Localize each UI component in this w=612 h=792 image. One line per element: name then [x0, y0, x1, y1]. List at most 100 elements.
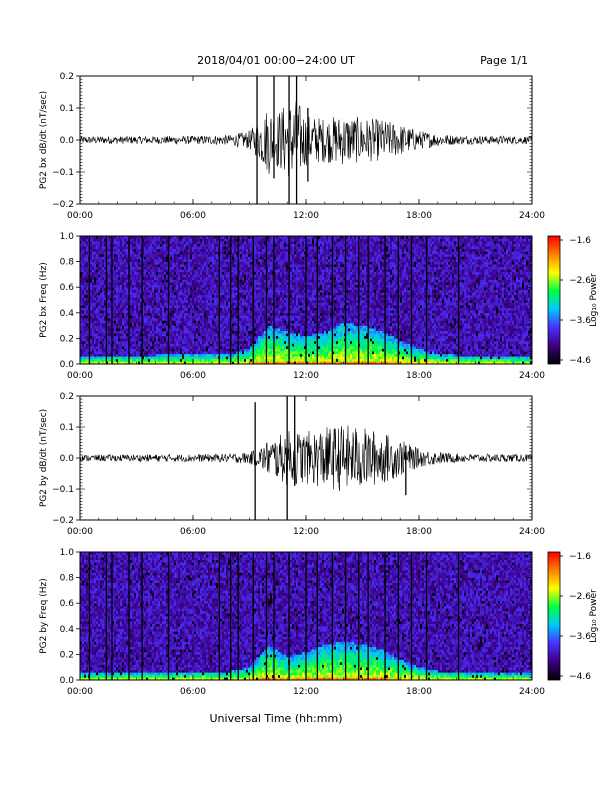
heatmap-cell [148, 318, 150, 321]
heatmap-cell [132, 282, 134, 285]
heatmap-cell [148, 241, 150, 244]
heatmap-cell [182, 351, 184, 354]
heatmap-cell [124, 244, 126, 247]
heatmap-cell [270, 310, 272, 313]
heatmap-cell [228, 280, 230, 283]
heatmap-cell [98, 338, 100, 341]
heatmap-cell [226, 326, 228, 329]
heatmap-cell [158, 244, 160, 247]
heatmap-cell [268, 277, 270, 280]
heatmap-cell [156, 303, 158, 306]
heatmap-cell [196, 251, 198, 254]
heatmap-cell [158, 326, 160, 329]
heatmap-cell [158, 290, 160, 293]
heatmap-cell [182, 333, 184, 336]
heatmap-cell [250, 290, 252, 293]
heatmap-cell [90, 259, 92, 262]
heatmap-cell [184, 267, 186, 270]
heatmap-cell [98, 297, 100, 300]
heatmap-cell [190, 331, 192, 334]
heatmap-cell [188, 318, 190, 321]
heatmap-cell [188, 336, 190, 339]
heatmap-cell [178, 351, 180, 354]
heatmap-cell [124, 264, 126, 267]
heatmap-cell [216, 310, 218, 313]
heatmap-cell [232, 251, 234, 254]
y-tick-label: −0.1 [52, 168, 74, 178]
heatmap-cell [232, 354, 234, 357]
heatmap-cell [220, 267, 222, 270]
heatmap-cell [158, 292, 160, 295]
heatmap-cell [136, 249, 138, 252]
heatmap-cell [204, 313, 206, 316]
heatmap-cell [208, 267, 210, 270]
heatmap-cell [164, 336, 166, 339]
heatmap-cell [154, 326, 156, 329]
heatmap-cell [242, 269, 244, 272]
heatmap-cell [206, 262, 208, 265]
heatmap-cell [198, 292, 200, 295]
heatmap-cell [188, 259, 190, 262]
heatmap-cell [90, 287, 92, 290]
heatmap-cell [82, 269, 84, 272]
heatmap-cell [148, 359, 150, 362]
heatmap-cell [262, 331, 264, 334]
heatmap-cell [120, 239, 122, 242]
heatmap-cell [146, 336, 148, 339]
heatmap-cell [250, 285, 252, 288]
heatmap-cell [108, 351, 110, 354]
heatmap-cell [210, 239, 212, 242]
heatmap-cell [92, 246, 94, 249]
heatmap-cell [240, 246, 242, 249]
heatmap-cell [158, 246, 160, 249]
heatmap-cell [118, 359, 120, 362]
heatmap-cell [216, 356, 218, 359]
heatmap-cell [152, 333, 154, 336]
heatmap-cell [176, 318, 178, 321]
heatmap-cell [188, 244, 190, 247]
heatmap-cell [150, 300, 152, 303]
heatmap-cell [126, 269, 128, 272]
heatmap-cell [134, 262, 136, 265]
heatmap-cell [202, 346, 204, 349]
heatmap-cell [206, 267, 208, 270]
heatmap-cell [234, 344, 236, 347]
heatmap-cell [158, 354, 160, 357]
heatmap-cell [114, 290, 116, 293]
heatmap-cell [90, 315, 92, 318]
heatmap-cell [206, 269, 208, 272]
heatmap-cell [234, 308, 236, 311]
heatmap-cell [270, 239, 272, 242]
heatmap-cell [184, 239, 186, 242]
heatmap-cell [100, 354, 102, 357]
heatmap-cell [122, 305, 124, 308]
heatmap-cell [100, 251, 102, 254]
heatmap-cell [150, 254, 152, 257]
heatmap-cell [184, 262, 186, 265]
heatmap-cell [84, 341, 86, 344]
heatmap-cell [242, 274, 244, 277]
heatmap-cell [188, 300, 190, 303]
heatmap-cell [258, 300, 260, 303]
heatmap-cell [222, 341, 224, 344]
heatmap-cell [228, 264, 230, 267]
heatmap-cell [130, 308, 132, 311]
heatmap-cell [182, 262, 184, 265]
heatmap-cell [124, 259, 126, 262]
heatmap-cell [194, 323, 196, 326]
heatmap-cell [196, 280, 198, 283]
heatmap-cell [96, 246, 98, 249]
heatmap-cell [102, 346, 104, 349]
heatmap-cell [202, 244, 204, 247]
heatmap-cell [220, 305, 222, 308]
heatmap-cell [86, 256, 88, 259]
heatmap-cell [210, 264, 212, 267]
heatmap-cell [234, 338, 236, 341]
heatmap-cell [176, 277, 178, 280]
heatmap-cell [176, 336, 178, 339]
heatmap-cell [258, 320, 260, 323]
heatmap-cell [268, 323, 270, 326]
heatmap-cell [92, 338, 94, 341]
heatmap-cell [258, 346, 260, 349]
heatmap-cell [178, 326, 180, 329]
